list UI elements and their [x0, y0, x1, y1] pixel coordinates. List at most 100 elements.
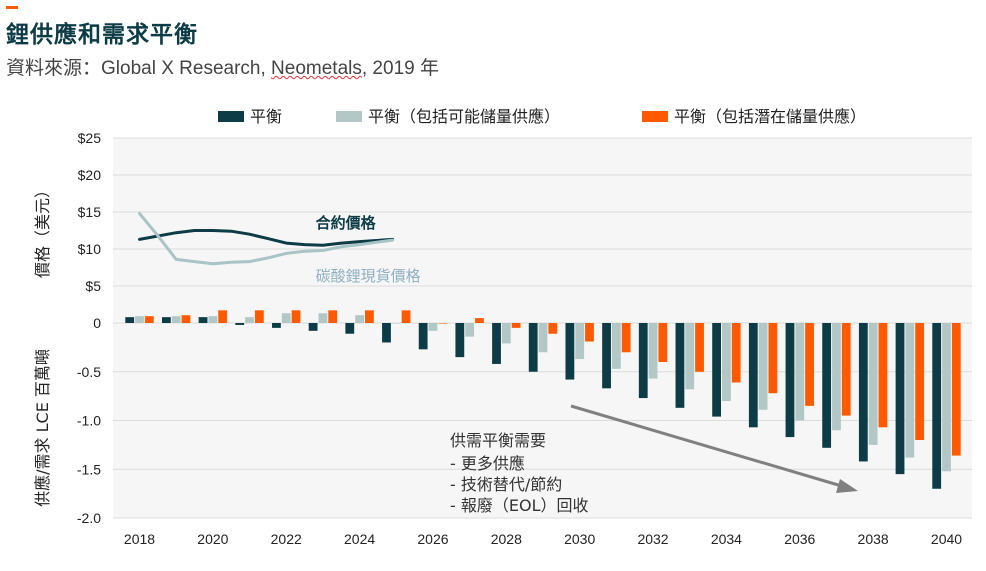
balance-tick-label: -2.0: [77, 510, 101, 526]
annotation-item: - 技術替代/節約: [450, 475, 562, 494]
x-tick-label: 2038: [858, 531, 889, 547]
balance-bar: [951, 323, 961, 456]
balance-tick-label: -1.0: [77, 413, 101, 429]
legend-label: 平衡（包括潛在儲量供應）: [674, 107, 866, 126]
balance-bar: [144, 316, 154, 323]
x-tick-label: 2022: [271, 531, 302, 547]
balance-bar: [254, 310, 264, 323]
balance-bar: [722, 323, 731, 401]
annotation-item: - 報廢（EOL）回收: [450, 496, 588, 515]
x-tick-label: 2036: [784, 531, 815, 547]
annotation-heading: 供需平衡需要: [450, 431, 546, 450]
subtitle-source-3: , 2019 年: [361, 58, 439, 79]
contract-price-line: [138, 229, 395, 247]
balance-bar: [712, 323, 722, 417]
legend-swatch: [336, 111, 362, 122]
price-tick-label: $5: [85, 278, 101, 294]
balance-bar: [675, 323, 685, 408]
balance-bar: [492, 323, 501, 364]
balance-bar: [475, 318, 484, 323]
price-tick-label: $20: [78, 167, 102, 183]
balance-bar: [795, 323, 805, 421]
balance-bar: [161, 317, 171, 323]
balance-bar: [418, 323, 428, 350]
balance-bar: [364, 310, 374, 323]
balance-bar: [538, 323, 548, 353]
balance-bar: [208, 316, 218, 323]
balance-bar: [932, 323, 942, 489]
balance-bar: [181, 315, 191, 323]
balance-bar: [868, 323, 878, 445]
legend-swatch: [218, 111, 244, 122]
balance-bar: [135, 316, 144, 323]
legend-swatch: [642, 111, 668, 122]
balance-tick-label: -1.5: [77, 461, 101, 477]
accent-bar: [6, 6, 18, 9]
price-tick-label: $25: [78, 130, 102, 146]
balance-bar: [648, 323, 658, 379]
x-tick-label: 2018: [124, 531, 155, 547]
balance-tick-label: -0.5: [77, 364, 101, 380]
balance-bar: [318, 313, 328, 323]
balance-tick-label: 0: [93, 315, 101, 331]
balance-bar: [758, 323, 768, 410]
x-tick-label: 2024: [344, 531, 375, 547]
balance-bar: [695, 323, 704, 372]
balance-bar: [345, 323, 355, 334]
balance-bar: [785, 323, 795, 438]
balance-bar: [382, 323, 391, 343]
subtitle-source-1: Global X Research,: [101, 58, 272, 79]
spot-price-line: [138, 212, 395, 266]
balance-bar: [308, 323, 318, 331]
balance-bar: [611, 323, 621, 369]
chart-subtitle: 資料來源：Global X Research, Neometals, 2019 …: [6, 53, 439, 80]
x-tick-label: 2034: [711, 531, 742, 547]
balance-axis-title: 供應/需求 LCE 百萬噸: [33, 349, 52, 507]
balance-bar: [915, 323, 925, 440]
price-tick-label: $15: [78, 204, 102, 220]
balance-bar: [878, 323, 888, 428]
balance-bar: [391, 323, 401, 324]
balance-bar: [455, 323, 465, 358]
balance-bar: [685, 323, 695, 390]
balance-bar: [501, 323, 511, 344]
balance-bar: [832, 323, 841, 431]
balance-bar: [245, 317, 254, 323]
price-tick-label: $10: [78, 241, 102, 257]
balance-bar: [125, 317, 135, 323]
balance-bar: [638, 323, 648, 399]
balance-bar: [585, 323, 594, 342]
balance-bar: [355, 315, 364, 323]
balance-bar: [401, 310, 411, 323]
balance-bar: [658, 323, 668, 362]
balance-bar: [748, 323, 758, 428]
balance-bar: [548, 323, 558, 334]
balance-bar: [171, 316, 181, 323]
x-tick-label: 2040: [931, 531, 962, 547]
chart-title: 鋰供應和需求平衡: [6, 21, 198, 48]
balance-bar: [822, 323, 832, 448]
balance-bar: [905, 323, 915, 458]
balance-bar: [768, 323, 778, 394]
balance-bar: [328, 310, 338, 323]
annotation-arrow-line: [570, 404, 846, 489]
balance-bar: [858, 323, 868, 462]
x-tick-label: 2030: [564, 531, 595, 547]
balance-bar: [428, 323, 438, 331]
balance-bar: [272, 323, 281, 328]
balance-bar: [575, 323, 585, 360]
balance-bar: [731, 323, 741, 383]
legend-label: 平衡（包括可能儲量供應）: [368, 107, 560, 126]
x-tick-label: 2020: [197, 531, 228, 547]
balance-bar: [621, 323, 631, 353]
balance-bar: [291, 310, 301, 323]
balance-bar: [805, 323, 814, 406]
balance-bar: [438, 323, 448, 324]
annotation-arrowhead: [836, 479, 858, 493]
x-tick-label: 2032: [637, 531, 668, 547]
contract-price-label: 合約價格: [315, 214, 377, 232]
balance-bar: [218, 310, 228, 323]
balance-bar: [942, 323, 951, 472]
balance-bar: [465, 323, 475, 337]
